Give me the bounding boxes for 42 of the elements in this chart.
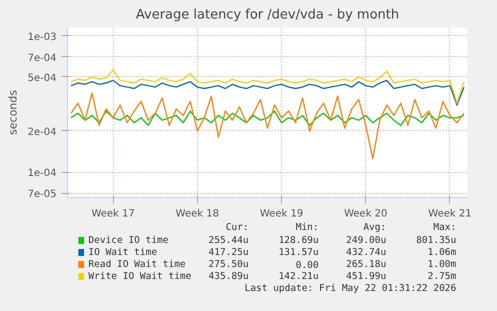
text: 249.00u bbox=[346, 235, 386, 246]
text: 451.99u bbox=[346, 271, 386, 282]
text: 0.00 bbox=[296, 260, 319, 271]
text: 275.50u bbox=[208, 259, 249, 270]
text: Cur: bbox=[226, 222, 249, 233]
text: 142.21u bbox=[278, 271, 319, 282]
y-tick-label: 7e-04 bbox=[28, 52, 57, 64]
text: 1.00m bbox=[428, 259, 457, 270]
text: 801.35u bbox=[416, 235, 456, 246]
line-series bbox=[70, 110, 465, 126]
text: 432.74u bbox=[346, 247, 386, 258]
legend-label: Write IO Wait time bbox=[88, 271, 192, 282]
y-tick-label: 2e-04 bbox=[28, 127, 57, 138]
text: Max: bbox=[433, 222, 456, 233]
line-series bbox=[70, 80, 465, 106]
x-tick-label: Week 20 bbox=[344, 208, 388, 220]
legend-label: Device IO time bbox=[88, 235, 169, 246]
legend-label: IO Wait time bbox=[88, 247, 158, 258]
y-tick-label: 1e-03 bbox=[28, 32, 57, 43]
text: 2.75m bbox=[428, 271, 457, 282]
text: Avg: bbox=[363, 222, 386, 233]
text: 131.57u bbox=[278, 247, 319, 258]
text: 1.06m bbox=[428, 247, 457, 258]
line-series bbox=[70, 69, 465, 104]
x-tick-label: Week 18 bbox=[176, 208, 219, 220]
y-tick-label: 1e-04 bbox=[28, 168, 57, 180]
text: Last update: Fri May 22 01:31:22 2026 bbox=[244, 283, 457, 294]
y-tick-label: 5e-04 bbox=[28, 72, 57, 84]
x-tick-label: Week 19 bbox=[260, 208, 304, 220]
legend-label: Read IO Wait time bbox=[88, 259, 186, 270]
text: 435.89u bbox=[208, 271, 249, 282]
y-tick-label: 7e-05 bbox=[28, 189, 57, 200]
y-axis-title: seconds bbox=[6, 90, 20, 135]
text: 265.18u bbox=[346, 259, 386, 270]
text: 255.44u bbox=[208, 235, 249, 246]
text: 128.69u bbox=[278, 235, 319, 246]
x-tick-label: Week 21 bbox=[428, 208, 472, 220]
x-tick-label: Week 17 bbox=[91, 208, 135, 220]
text: Min: bbox=[296, 222, 319, 233]
text: 417.25u bbox=[208, 247, 249, 258]
chart-title: Average latency for /dev/vda - by month bbox=[136, 8, 400, 22]
line-series bbox=[70, 92, 465, 160]
